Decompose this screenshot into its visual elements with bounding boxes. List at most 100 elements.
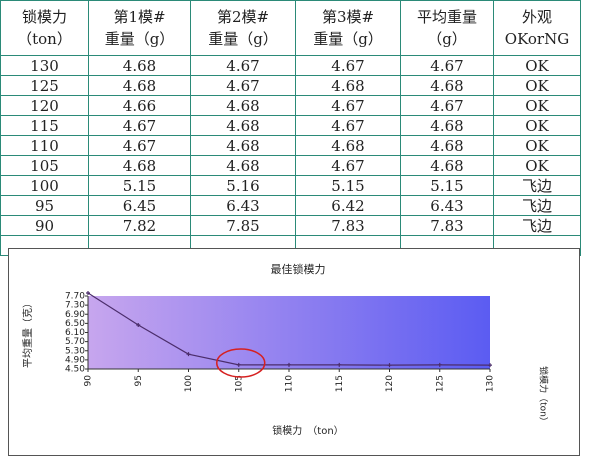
data-point [387,363,392,368]
y-tick-label: 5.70 [65,337,85,347]
table-cell: 4.68 [88,155,191,176]
header-text: 外观 [521,8,552,26]
table-cell: 100 [0,175,89,196]
table-cell: 110 [0,135,89,156]
x-tick-label: 95 [134,375,144,386]
table-cell: 4.68 [190,115,296,136]
table-cell: 4.67 [295,95,401,116]
table-cell: 7.83 [295,215,401,236]
header-cell: 外观 OKorNG [493,0,581,56]
table-cell: 4.68 [295,75,401,96]
table-cell: 4.67 [295,115,401,136]
data-point [337,362,342,367]
header-text: 锁模力 [21,8,67,26]
y-tick-label: 4.90 [65,355,85,365]
data-point [488,363,492,368]
table-cell: 4.67 [88,115,191,136]
y-axis-label: 平均重量（克） [21,298,34,368]
header-text: （ton） [17,30,72,48]
table-row: 110 4.67 4.68 4.68 4.68 OK [0,135,581,156]
table-cell: OK [493,115,581,136]
table-row: 100 5.15 5.16 5.15 5.15 飞边 [0,175,581,196]
table-cell: 4.67 [190,55,296,76]
y-tick-label: 6.90 [65,310,85,320]
header-text: 第1模# [113,8,166,26]
plot-area [88,296,490,369]
x-tick-label: 115 [335,375,345,392]
x-tick-label: 105 [234,375,244,392]
header-text: 重量（g） [104,30,175,48]
data-point [437,362,442,367]
header-text: 第3模# [321,8,375,26]
table-cell: 5.15 [400,175,494,196]
table-cell: OK [493,135,581,156]
x-tick-label: 90 [84,375,94,387]
legend-label: 锁模力（ton） [538,366,550,426]
table-cell: 125 [0,75,89,96]
table-cell: 5.16 [190,175,296,196]
table-cell: 4.68 [400,155,494,176]
data-point [136,322,141,327]
table-body: 锁模力 （ton） 第1模# 重量（g） 第2模# 重量（g） 第3模# 重量（g） 平均重量 （… [0,0,581,256]
table-cell: 5.15 [88,175,191,196]
header-text: OKorNG [504,30,570,48]
table-cell: 4.67 [400,95,494,116]
header-cell: 平均重量 （g） [400,0,494,56]
table-cell: OK [493,55,581,76]
data-point [287,362,291,367]
header-text: 重量（g） [313,30,383,48]
header-text: 第2模# [216,8,270,26]
table-cell: 4.67 [400,55,494,76]
header-text: 平均重量 [416,8,477,26]
y-tick-label: 7.30 [65,301,85,311]
table-cell: 7.85 [190,215,296,236]
table-row: 125 4.68 4.67 4.68 4.68 OK [0,75,581,96]
header-row: 锁模力 （ton） 第1模# 重量（g） 第2模# 重量（g） 第3模# 重量（g） 平均重量 （… [0,0,581,56]
x-tick-label: 110 [285,375,295,392]
table-cell: 4.68 [190,95,296,116]
table-row: 130 4.68 4.67 4.67 4.67 OK [0,55,581,76]
x-tick-label: 120 [385,375,395,392]
x-tick-label: 130 [486,375,496,392]
table-cell: 6.43 [190,195,296,216]
table-cell: 4.67 [190,75,296,96]
header-cell: 锁模力 （ton） [0,0,89,56]
table-cell: 4.68 [88,55,191,76]
table-cell: 120 [0,95,89,116]
table-cell: OK [493,75,581,96]
header-text: 重量（g） [208,30,278,48]
table-cell: 5.15 [295,175,401,196]
table-cell: 4.68 [400,115,494,136]
y-tick-label: 5.30 [65,346,85,356]
table-cell: 4.67 [295,55,401,76]
table-cell: OK [493,155,581,176]
table-row: 120 4.66 4.68 4.67 4.67 OK [0,95,581,116]
y-tick-label: 4.50 [65,365,85,375]
x-tick-label: 100 [184,375,194,392]
table-cell: 95 [0,195,89,216]
table-cell: 4.66 [88,95,191,116]
table-row: 115 4.67 4.68 4.67 4.68 OK [0,115,581,136]
y-tick-label: 6.50 [65,319,85,329]
table-row: 105 4.68 4.68 4.67 4.68 OK [0,155,581,176]
table-cell: OK [493,95,581,116]
table-cell: 4.68 [88,75,191,96]
table-row: 95 6.45 6.43 6.42 6.43 飞边 [0,195,581,216]
y-tick-label: 6.10 [65,328,85,338]
x-axis-label: 锁模力 （ton） [272,424,343,437]
table-cell: 飞边 [493,175,581,196]
table-cell: 飞边 [493,215,581,236]
table-cell: 飞边 [493,195,581,216]
table-cell: 4.68 [295,135,401,156]
data-point [186,352,191,357]
table-row: 90 7.82 7.85 7.83 7.83 飞边 [0,215,581,236]
table-cell: 130 [0,55,89,76]
table-cell: 4.68 [400,135,494,156]
table-cell: 7.82 [88,215,191,236]
table-cell: 6.43 [400,195,494,216]
table-cell: 4.67 [295,155,401,176]
chart: 最佳锁模力 锁模力 （ton） 平均重量（克） 4.504.905.305.70… [8,248,580,456]
header-cell: 第1模# 重量（g） [88,0,191,56]
table-cell: 4.68 [190,135,296,156]
